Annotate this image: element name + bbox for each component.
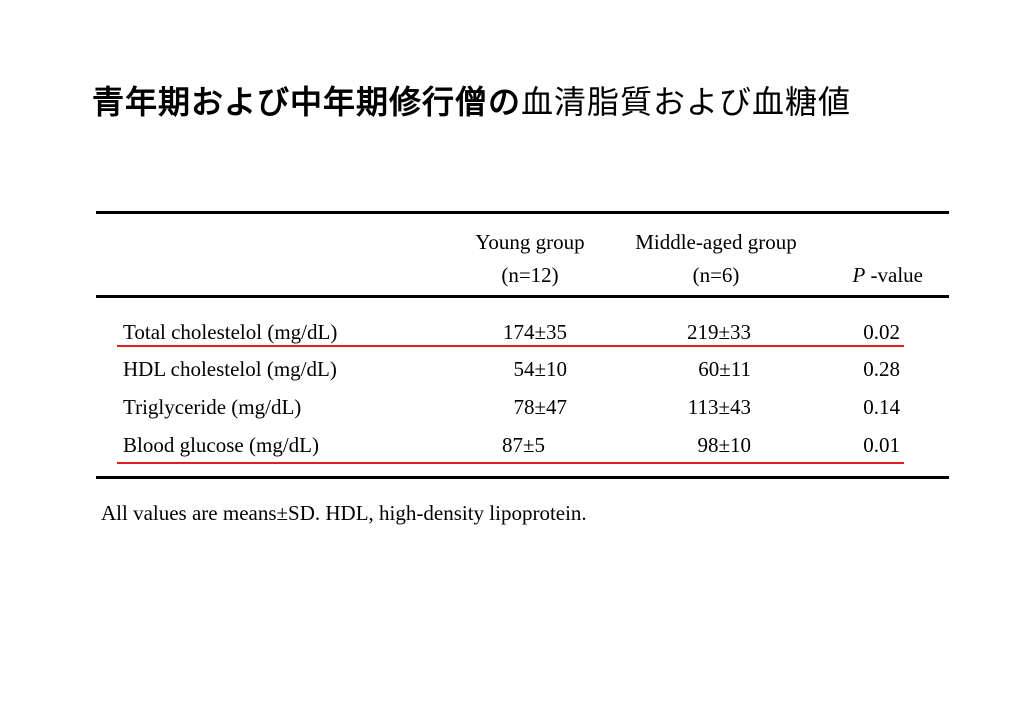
row-1-label: Total cholestelol (mg/dL) <box>123 320 338 344</box>
row-4-label: Blood glucose (mg/dL) <box>123 433 319 457</box>
row-2-middle: 60±11 <box>698 357 751 381</box>
row-4-middle: 98±10 <box>697 433 751 457</box>
row-2-p: 0.28 <box>863 357 900 381</box>
header-p-value: P -value <box>800 262 923 288</box>
p-symbol: P <box>852 263 866 287</box>
header-middle-line2: (n=6) <box>692 263 740 287</box>
row-2-label: HDL cholestelol (mg/dL) <box>123 357 337 381</box>
header-young-line2: (n=12) <box>501 263 559 287</box>
row-4-young: 87±5 <box>502 433 546 457</box>
row-3-young: 78±47 <box>513 395 567 419</box>
row-1-young: 174±35 <box>502 320 567 344</box>
title-normal-part: 血清脂質および血糖値 <box>521 83 852 121</box>
row-1-highlight-underline <box>117 345 904 347</box>
row-1-p: 0.02 <box>863 320 900 344</box>
row-4-highlight-underline <box>117 462 904 464</box>
table-footnote: All values are means±SD. HDL, high-densi… <box>101 501 587 525</box>
p-suffix: -value <box>865 263 923 287</box>
row-2-young: 54±10 <box>513 357 567 381</box>
title-bold-part: 青年期および中年期修行僧の <box>92 83 522 121</box>
row-3-p: 0.14 <box>863 395 900 419</box>
row-1-middle: 219±33 <box>686 320 751 344</box>
table-bottom-rule <box>96 476 949 479</box>
row-3-middle: 113±43 <box>687 395 751 419</box>
header-middle-line1: Middle-aged group <box>635 230 797 254</box>
table-header-rule <box>96 295 949 298</box>
row-3-label: Triglyceride (mg/dL) <box>123 395 302 419</box>
table-top-rule <box>96 211 949 214</box>
page-title: 青年期および中年期修行僧の血清脂質および血糖値 <box>92 78 851 126</box>
header-young-line1: Young group <box>475 230 585 254</box>
row-4-p: 0.01 <box>863 433 900 457</box>
